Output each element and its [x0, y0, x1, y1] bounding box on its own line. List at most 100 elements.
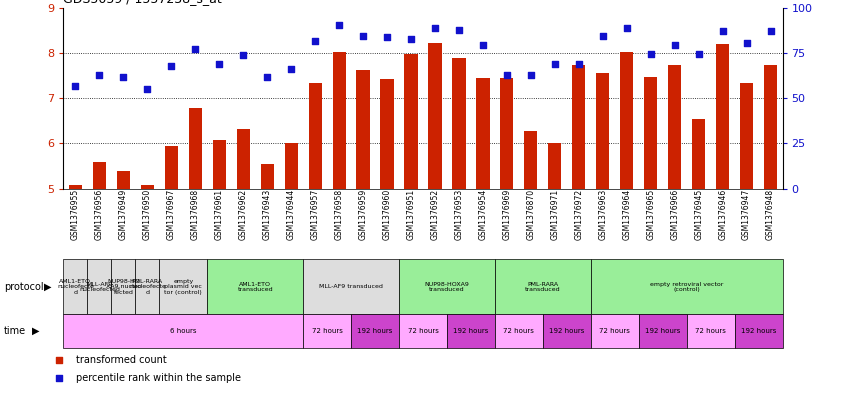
- Text: GSM1376959: GSM1376959: [359, 189, 367, 240]
- Text: AML1-ETO
transduced: AML1-ETO transduced: [238, 282, 273, 292]
- Bar: [453, 59, 465, 189]
- Bar: [351, 314, 399, 348]
- Text: GSM1376972: GSM1376972: [574, 189, 583, 240]
- Text: GSM1376955: GSM1376955: [71, 189, 80, 240]
- Text: GSM1376957: GSM1376957: [310, 189, 320, 240]
- Bar: [716, 44, 729, 189]
- Point: [524, 72, 537, 78]
- Text: 192 hours: 192 hours: [453, 328, 489, 334]
- Point: [644, 51, 657, 57]
- Text: GSM1376956: GSM1376956: [95, 189, 104, 240]
- Point: [476, 42, 490, 48]
- Bar: [543, 314, 591, 348]
- Bar: [303, 259, 399, 314]
- Bar: [112, 259, 135, 314]
- Bar: [212, 140, 226, 189]
- Point: [380, 34, 393, 40]
- Text: protocol: protocol: [4, 282, 44, 292]
- Bar: [476, 78, 490, 189]
- Bar: [332, 52, 346, 189]
- Bar: [135, 259, 159, 314]
- Point: [69, 83, 82, 89]
- Bar: [447, 314, 495, 348]
- Bar: [399, 259, 495, 314]
- Point: [117, 74, 130, 81]
- Bar: [548, 143, 562, 189]
- Text: GSM1376944: GSM1376944: [287, 189, 295, 240]
- Point: [52, 357, 66, 363]
- Bar: [309, 83, 321, 189]
- Text: GSM1376961: GSM1376961: [215, 189, 223, 240]
- Text: GSM1376968: GSM1376968: [191, 189, 200, 240]
- Bar: [356, 70, 370, 189]
- Point: [764, 28, 777, 35]
- Text: 72 hours: 72 hours: [599, 328, 630, 334]
- Point: [140, 86, 154, 92]
- Point: [739, 40, 753, 46]
- Bar: [525, 131, 537, 189]
- Text: GSM1376951: GSM1376951: [407, 189, 415, 240]
- Bar: [764, 65, 777, 189]
- Point: [236, 52, 250, 59]
- Text: GSM1376963: GSM1376963: [598, 189, 607, 240]
- Bar: [495, 259, 591, 314]
- Text: GSM1376962: GSM1376962: [239, 189, 248, 240]
- Point: [620, 25, 634, 31]
- Point: [692, 51, 706, 57]
- Point: [404, 35, 418, 42]
- Bar: [596, 73, 609, 189]
- Point: [261, 73, 274, 80]
- Point: [189, 46, 202, 53]
- Point: [500, 72, 514, 78]
- Point: [52, 375, 66, 382]
- Text: percentile rank within the sample: percentile rank within the sample: [76, 373, 241, 384]
- Bar: [687, 314, 734, 348]
- Text: GSM1376966: GSM1376966: [670, 189, 679, 240]
- Point: [92, 72, 106, 78]
- Text: 72 hours: 72 hours: [408, 328, 438, 334]
- Point: [548, 61, 562, 68]
- Text: GSM1376946: GSM1376946: [718, 189, 727, 240]
- Text: GSM1376958: GSM1376958: [335, 189, 343, 240]
- Bar: [261, 164, 274, 189]
- Text: 192 hours: 192 hours: [357, 328, 393, 334]
- Text: GDS5059 / 1557238_s_at: GDS5059 / 1557238_s_at: [63, 0, 222, 5]
- Bar: [93, 162, 106, 189]
- Text: GSM1376960: GSM1376960: [382, 189, 392, 240]
- Point: [332, 22, 346, 28]
- Text: GSM1376952: GSM1376952: [431, 189, 439, 240]
- Bar: [668, 65, 681, 189]
- Text: ▶: ▶: [32, 326, 40, 336]
- Point: [428, 25, 442, 31]
- Text: 72 hours: 72 hours: [503, 328, 535, 334]
- Text: GSM1376969: GSM1376969: [503, 189, 511, 240]
- Text: GSM1376953: GSM1376953: [454, 189, 464, 240]
- Text: empty retroviral vector
(control): empty retroviral vector (control): [650, 282, 723, 292]
- Bar: [620, 52, 634, 189]
- Bar: [284, 143, 298, 189]
- Text: GSM1376965: GSM1376965: [646, 189, 655, 240]
- Text: GSM1376964: GSM1376964: [623, 189, 631, 240]
- Bar: [591, 259, 783, 314]
- Bar: [639, 314, 687, 348]
- Bar: [207, 259, 303, 314]
- Bar: [140, 185, 154, 189]
- Text: 192 hours: 192 hours: [741, 328, 777, 334]
- Point: [308, 38, 321, 44]
- Bar: [189, 108, 202, 189]
- Bar: [237, 129, 250, 189]
- Text: 192 hours: 192 hours: [549, 328, 585, 334]
- Point: [212, 61, 226, 68]
- Text: 72 hours: 72 hours: [311, 328, 343, 334]
- Text: PML-RARA
transduced: PML-RARA transduced: [525, 282, 561, 292]
- Point: [284, 66, 298, 72]
- Bar: [404, 54, 418, 189]
- Text: GSM1376949: GSM1376949: [119, 189, 128, 240]
- Text: AML1-ETO
nucleofecte
d: AML1-ETO nucleofecte d: [57, 279, 94, 295]
- Text: GSM1376971: GSM1376971: [551, 189, 559, 240]
- Bar: [381, 79, 393, 189]
- Bar: [692, 119, 706, 189]
- Point: [572, 61, 585, 68]
- Point: [716, 28, 729, 35]
- Bar: [500, 78, 514, 189]
